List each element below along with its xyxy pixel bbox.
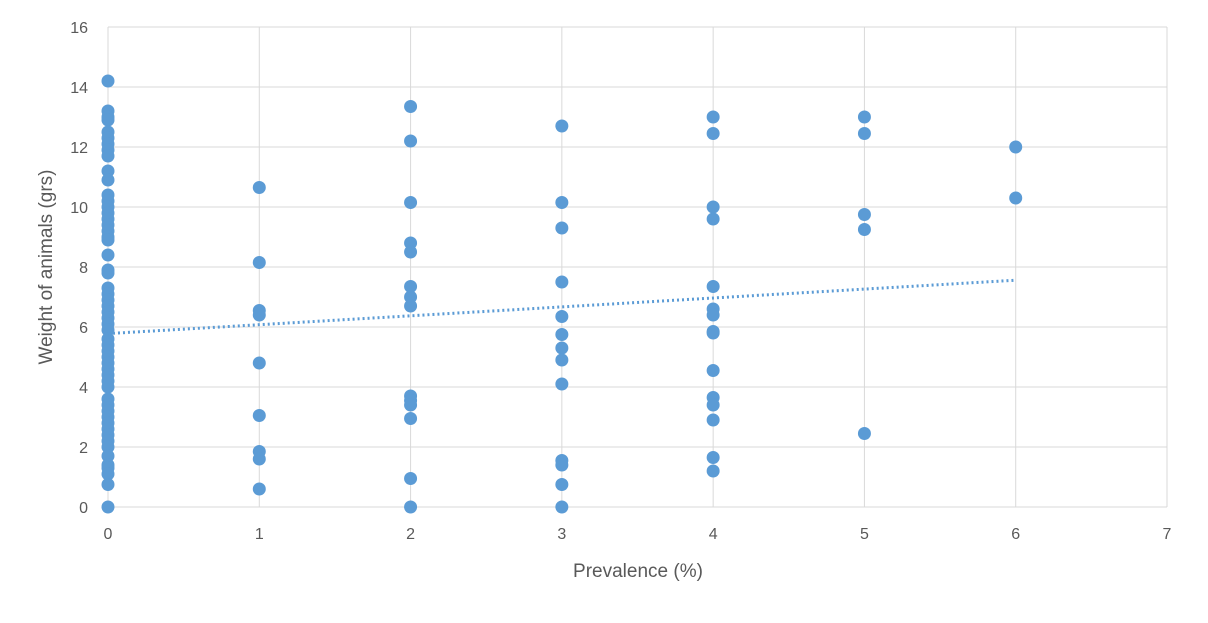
data-point [252,452,266,466]
x-axis-title: Prevalence (%) [573,561,703,582]
data-point [404,398,418,412]
data-point [857,127,871,140]
data-point [404,100,418,113]
data-point [555,500,569,514]
data-point [404,134,418,148]
data-point [101,113,115,127]
data-point [101,74,115,88]
data-point [404,196,418,209]
data-point [252,482,266,496]
x-tick-label: 4 [709,526,718,543]
data-point [555,221,569,235]
y-axis-title: Weight of animals (grs) [36,170,57,365]
y-tick-label: 0 [79,500,88,517]
trendline-line [107,278,1016,336]
data-point [555,353,569,367]
data-point [555,275,569,289]
data-point [101,233,115,247]
data-point [101,467,115,481]
x-tick-label: 3 [557,526,566,543]
data-point [706,110,720,124]
data-point [555,458,569,472]
y-tick-label: 4 [79,380,88,397]
data-point [706,308,720,322]
data-point [101,478,115,491]
data-point [252,409,266,422]
y-tick-label: 8 [79,260,88,277]
data-points [101,74,1023,514]
data-point [857,223,871,236]
data-point [1009,191,1023,205]
x-axis: 0 1 2 3 4 5 6 7 [104,526,1172,543]
data-point [404,412,418,425]
data-point [706,212,720,226]
x-tick-label: 2 [406,526,415,543]
data-point [101,449,115,463]
x-tick-label: 5 [860,526,869,543]
data-point [101,440,115,454]
data-point [404,290,418,304]
y-tick-label: 16 [70,20,88,37]
data-point [252,181,266,194]
data-point [252,256,266,269]
data-point [101,266,115,280]
data-point [101,323,115,337]
data-point [706,127,720,140]
data-point [252,356,266,370]
trendline [107,278,1016,336]
data-point [404,236,418,250]
y-tick-label: 12 [70,140,88,157]
data-point [857,110,871,124]
data-point [706,326,720,340]
data-point [555,341,569,355]
data-point [555,310,569,323]
data-point [101,380,115,394]
data-point [404,299,418,313]
x-tick-label: 7 [1163,526,1172,543]
data-point [101,173,115,187]
data-point [404,500,418,514]
y-tick-label: 14 [70,80,88,97]
data-point [706,398,720,412]
data-point [404,472,418,485]
data-point [857,427,871,440]
data-point [101,500,115,514]
data-point [706,464,720,478]
data-point [706,200,720,214]
data-point [101,149,115,163]
data-point [1009,140,1023,154]
y-axis: 0 2 4 6 8 10 12 14 16 [70,20,88,517]
x-tick-label: 1 [255,526,264,543]
y-tick-label: 10 [70,200,88,217]
gridlines [107,26,1168,508]
x-tick-label: 6 [1011,526,1020,543]
y-tick-label: 6 [79,320,88,337]
data-point [555,478,569,491]
data-point [706,451,720,464]
data-point [101,248,115,262]
data-point [404,280,418,293]
data-point [101,164,115,178]
data-point [857,208,871,221]
data-point [555,196,569,209]
x-tick-label: 0 [104,526,113,543]
data-point [706,280,720,293]
data-point [706,364,720,377]
data-point [555,377,569,391]
data-point [555,119,569,133]
data-point [252,308,266,322]
y-tick-label: 2 [79,440,88,457]
data-point [706,413,720,427]
data-point [555,328,569,341]
data-point [404,245,418,259]
